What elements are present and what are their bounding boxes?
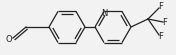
Text: O: O — [6, 34, 12, 44]
Text: F: F — [162, 18, 167, 27]
Text: N: N — [101, 9, 107, 18]
Text: F: F — [158, 2, 163, 11]
Text: F: F — [158, 32, 163, 41]
